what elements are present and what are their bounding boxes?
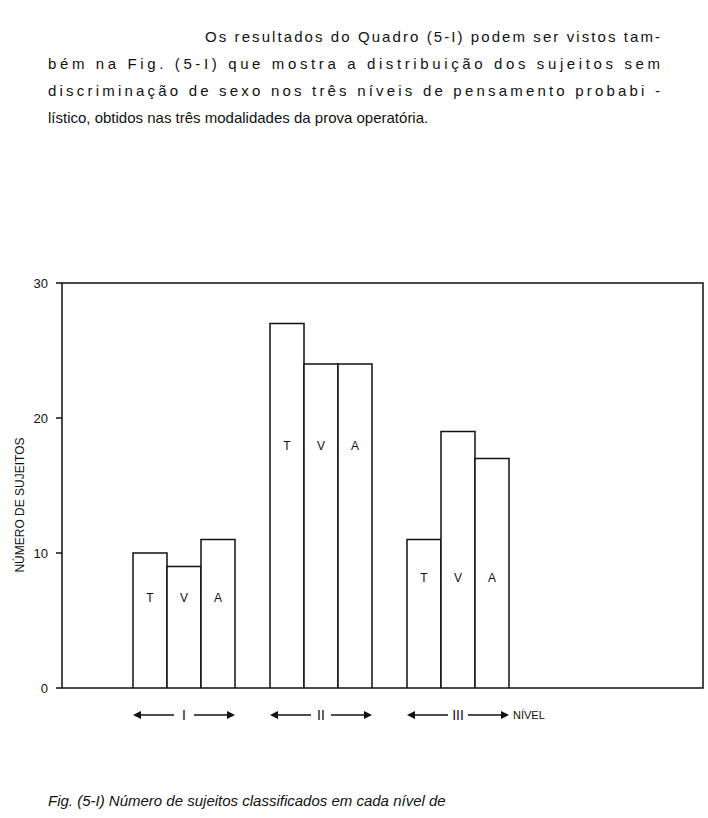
arrow-head: [227, 711, 235, 719]
bar-series-letter: V: [180, 591, 188, 605]
x-tick-label: II: [317, 707, 325, 723]
y-tick-label: 10: [34, 546, 48, 561]
bar: [304, 364, 338, 688]
bar-series-letter: A: [351, 439, 359, 453]
bar-series-letter: A: [488, 571, 496, 585]
bar-series-letter: A: [214, 591, 222, 605]
arrow-head: [501, 711, 509, 719]
y-tick-label: 20: [34, 411, 48, 426]
category-arrow: [274, 714, 311, 715]
bar: [338, 364, 372, 688]
arrow-head: [407, 711, 415, 719]
bar-series-letter: T: [283, 439, 291, 453]
x-tick-label: III: [452, 707, 464, 723]
arrow-head: [364, 711, 372, 719]
y-tick-label: 30: [34, 276, 48, 291]
x-axis-label: NÍVEL: [513, 709, 545, 721]
category-arrow: [194, 714, 231, 715]
bar-letters: T V A T V A T V A: [146, 439, 496, 605]
category-arrow: [468, 714, 505, 715]
paragraph-line: Os resultados do Quadro (5-I) podem ser …: [205, 28, 660, 45]
y-tick: [56, 282, 62, 284]
y-axis-label: NÚMERO DE SUJEITOS: [12, 437, 27, 572]
bars: [133, 324, 509, 689]
page: Os resultados do Quadro (5-I) podem ser …: [0, 0, 708, 818]
bar: [441, 432, 475, 689]
bar: [407, 540, 441, 689]
plot-frame: [62, 283, 703, 688]
paragraph-line: bém na Fig. (5-I) que mostra a distribui…: [48, 55, 660, 72]
bar: [133, 553, 167, 688]
bar-series-letter: V: [454, 571, 462, 585]
bar: [167, 567, 201, 689]
bar: [475, 459, 509, 689]
x-tick-label: I: [182, 707, 186, 723]
category-arrow: [137, 714, 174, 715]
bar: [270, 324, 304, 689]
bar: [201, 540, 235, 689]
bar-series-letter: T: [146, 591, 154, 605]
y-tick: [56, 552, 62, 554]
category-arrow: [411, 714, 448, 715]
bar-series-letter: V: [317, 439, 325, 453]
y-tick: [56, 417, 62, 419]
paragraph-line: lístico, obtidos nas três modalidades da…: [48, 109, 428, 126]
arrow-head: [270, 711, 278, 719]
y-tick-label: 0: [41, 681, 48, 696]
paragraph-line: discriminação de sexo nos três níveis de…: [48, 82, 660, 99]
category-arrow: [331, 714, 368, 715]
figure-caption: Fig. (5-I) Número de sujeitos classifica…: [48, 792, 446, 809]
arrow-head: [133, 711, 141, 719]
y-tick: [56, 687, 62, 689]
bar-series-letter: T: [420, 571, 428, 585]
